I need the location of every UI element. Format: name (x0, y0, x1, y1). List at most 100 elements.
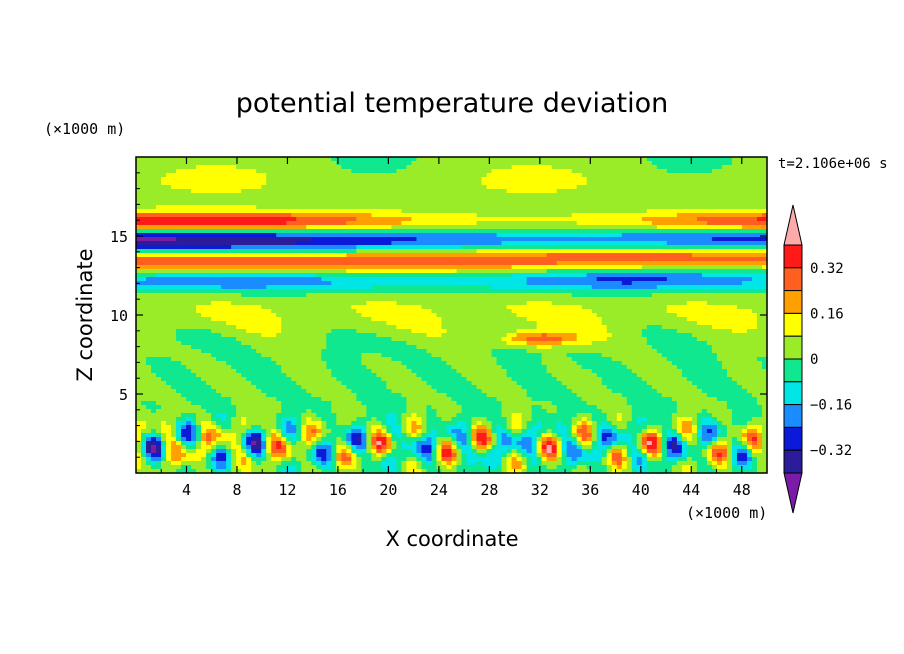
heatmap-cell (376, 249, 382, 254)
heatmap-cell (441, 233, 448, 238)
heatmap-cell (346, 213, 352, 218)
heatmap-cell (366, 169, 372, 174)
heatmap-cell (311, 177, 317, 182)
heatmap-cell (746, 229, 753, 234)
heatmap-cell (391, 173, 398, 178)
heatmap-cell (351, 301, 357, 306)
heatmap-cell (576, 233, 583, 238)
heatmap-cell (241, 205, 247, 210)
heatmap-cell (511, 173, 518, 178)
heatmap-cell (411, 253, 418, 258)
heatmap-cell (146, 225, 152, 230)
heatmap-cell (466, 209, 473, 214)
heatmap-cell (286, 265, 292, 270)
heatmap-cell (621, 157, 628, 162)
heatmap-cell (666, 257, 673, 262)
heatmap-cell (146, 293, 152, 298)
heatmap-cell (746, 157, 753, 162)
heatmap-cell (446, 253, 453, 258)
heatmap-cell (506, 189, 513, 194)
heatmap-cell (351, 201, 357, 206)
heatmap-cell (271, 253, 277, 258)
heatmap-cell (526, 221, 533, 226)
heatmap-cell (441, 201, 448, 206)
heatmap-cell (211, 265, 217, 270)
heatmap-cell (216, 173, 222, 178)
heatmap-cell (641, 213, 648, 218)
heatmap-cell (586, 245, 593, 250)
heatmap-cell (701, 285, 708, 290)
heatmap-cell (656, 229, 663, 234)
heatmap-cell (311, 261, 317, 266)
heatmap-cell (231, 285, 237, 290)
heatmap-cell (551, 197, 558, 202)
heatmap-cell (471, 169, 478, 174)
heatmap-cell (401, 189, 408, 194)
heatmap-cell (696, 193, 703, 198)
heatmap-cell (566, 257, 573, 262)
heatmap-cell (401, 241, 408, 246)
heatmap-cell (431, 201, 438, 206)
heatmap-cell (666, 281, 673, 286)
heatmap-cell (186, 169, 192, 174)
heatmap-cell (496, 305, 503, 310)
heatmap-cell (216, 301, 222, 306)
heatmap-cell (601, 261, 608, 266)
heatmap-cell (751, 301, 758, 306)
heatmap-cell (411, 205, 418, 210)
heatmap-cell (361, 277, 367, 282)
heatmap-cell (196, 253, 202, 258)
heatmap-cell (466, 229, 473, 234)
heatmap-cell (761, 273, 768, 278)
heatmap-cell (386, 285, 393, 290)
heatmap-cell (511, 261, 518, 266)
heatmap-cell (676, 273, 683, 278)
heatmap-cell (701, 161, 708, 166)
heatmap-cell (441, 217, 448, 222)
heatmap-cell (621, 217, 628, 222)
heatmap-cell (491, 225, 498, 230)
heatmap-cell (421, 233, 428, 238)
heatmap-cell (406, 237, 413, 242)
heatmap-cell (316, 277, 322, 282)
heatmap-cell (306, 277, 312, 282)
heatmap-cell (721, 241, 728, 246)
heatmap-cell (756, 281, 763, 286)
heatmap-cell (196, 305, 202, 310)
heatmap-cell (596, 269, 603, 274)
heatmap-cell (371, 197, 377, 202)
heatmap-cell (296, 297, 302, 302)
heatmap-cell (626, 253, 633, 258)
heatmap-cell (531, 181, 538, 186)
heatmap-cell (706, 309, 713, 314)
heatmap-cell (661, 213, 668, 218)
heatmap-cell (146, 245, 152, 250)
heatmap-cell (741, 293, 748, 298)
heatmap-cell (231, 305, 237, 310)
heatmap-cell (281, 173, 287, 178)
heatmap-cell (171, 185, 177, 190)
heatmap-cell (306, 289, 312, 294)
heatmap-cell (191, 265, 197, 270)
heatmap-cell (646, 273, 653, 278)
heatmap-cell (201, 209, 207, 214)
heatmap-cell (456, 257, 463, 262)
heatmap-cell (401, 257, 408, 262)
heatmap-cell (201, 305, 207, 310)
heatmap-cell (711, 213, 718, 218)
heatmap-cell (636, 297, 643, 302)
heatmap-cell (451, 305, 458, 310)
heatmap-cell (581, 269, 588, 274)
heatmap-cell (346, 285, 352, 290)
heatmap-cell (471, 285, 478, 290)
heatmap-cell (736, 173, 743, 178)
heatmap-cell (236, 193, 242, 198)
heatmap-cell (476, 253, 483, 258)
heatmap-cell (411, 209, 418, 214)
heatmap-cell (426, 265, 433, 270)
heatmap-cell (761, 237, 768, 242)
heatmap-cell (211, 221, 217, 226)
heatmap-cell (731, 197, 738, 202)
heatmap-cell (721, 277, 728, 282)
heatmap-cell (746, 253, 753, 258)
